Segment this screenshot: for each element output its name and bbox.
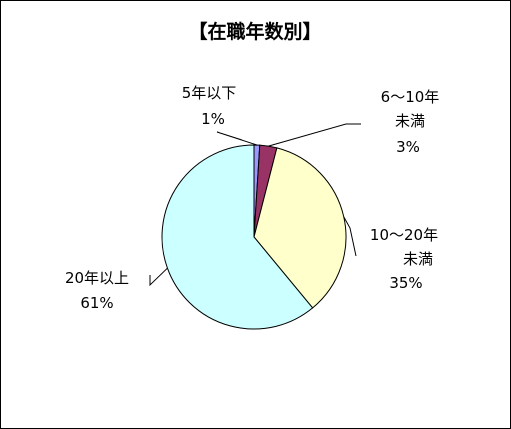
- slice-label-6-10-years-line1: 6～10年: [381, 88, 440, 106]
- slice-pct-6-10-years: 3%: [396, 138, 420, 156]
- chart-title: 【在職年数別】: [188, 20, 321, 43]
- leader-line: [149, 267, 168, 287]
- slice-label-5-years-or-less: 5年以下: [182, 84, 237, 102]
- slice-pct-5-years-or-less: 1%: [201, 110, 225, 128]
- slice-pct-20-years-or-more: 61%: [80, 294, 113, 312]
- slice-label-10-20-years-line1: 10～20年: [370, 226, 438, 244]
- slice-label-10-20-years-line2: 未満: [403, 250, 433, 268]
- leader-line: [268, 123, 361, 147]
- slice-pct-10-20-years: 35%: [389, 274, 422, 292]
- slice-label-20-years-or-more: 20年以上: [65, 269, 129, 287]
- slice-20-years-or-more: [161, 144, 314, 330]
- leader-line: [343, 216, 357, 257]
- leader-line: [216, 131, 258, 146]
- slice-label-6-10-years-line2: 未満: [395, 112, 425, 130]
